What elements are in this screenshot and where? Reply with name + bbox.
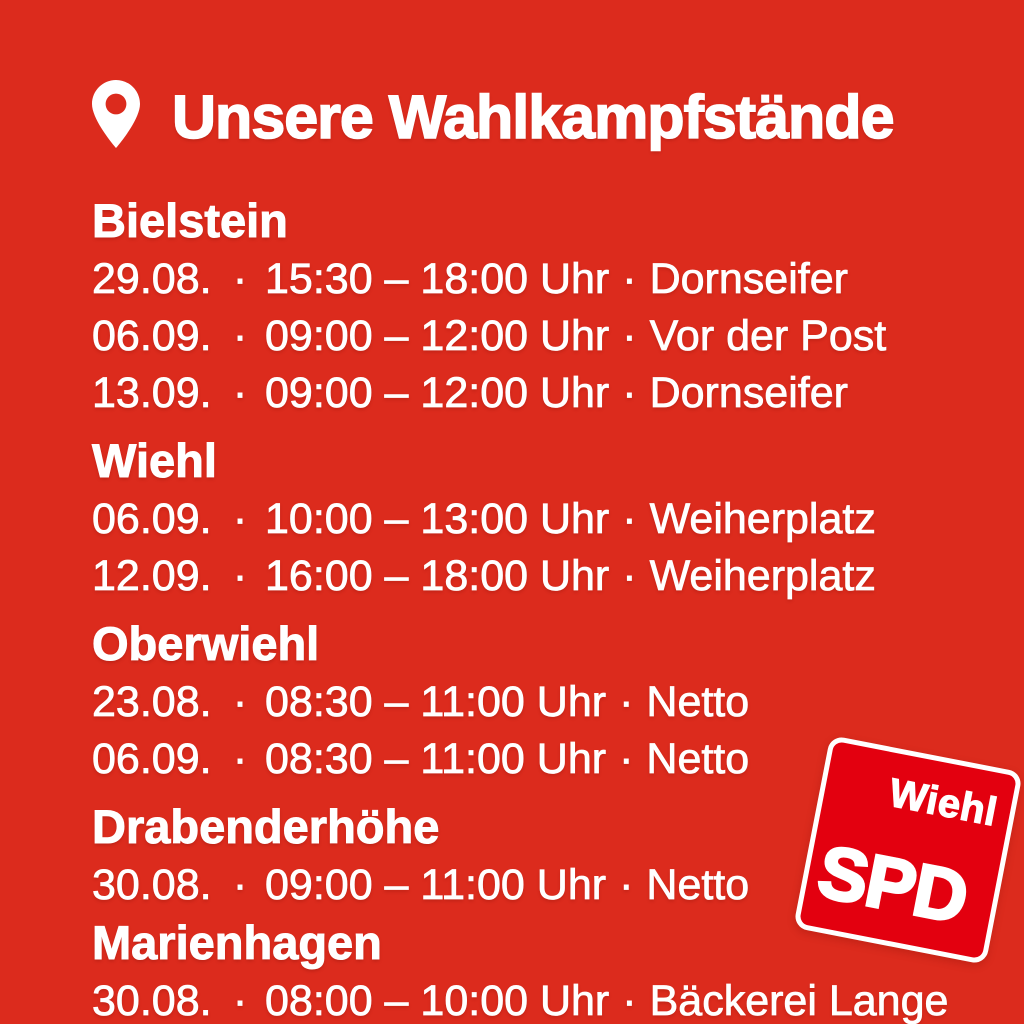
event-location: Netto	[646, 735, 750, 784]
event-date: 06.09.	[92, 735, 212, 784]
event-location: Bäckerei Lange	[649, 977, 949, 1024]
event-time: 08:30 – 11:00 Uhr	[265, 678, 607, 727]
separator-dot: ·	[232, 255, 248, 304]
poster-title: Unsere Wahlkampfstände	[171, 82, 895, 152]
section-name: Oberwiehl	[92, 617, 320, 671]
separator-dot: ·	[232, 552, 248, 601]
event-location: Weiherplatz	[649, 495, 876, 544]
event-time: 09:00 – 12:00 Uhr	[265, 312, 610, 361]
separator-dot: ·	[232, 495, 248, 544]
event-location: Dornseifer	[649, 255, 848, 304]
event-time: 08:00 – 10:00 Uhr	[265, 977, 610, 1024]
event-time: 09:00 – 12:00 Uhr	[265, 369, 610, 418]
separator-dot: ·	[622, 552, 637, 601]
separator-dot: ·	[622, 369, 637, 418]
spd-logo: Wiehl SPD	[793, 735, 1023, 965]
event-date: 06.09.	[92, 495, 212, 544]
logo-region-label: Wiehl	[885, 770, 1001, 835]
section-events: 30.08. · 09:00 – 11:00 Uhr · Netto	[92, 857, 994, 914]
event-row: 30.08. · 08:00 – 10:00 Uhr · Bäckerei La…	[92, 973, 994, 1024]
event-location: Vor der Post	[649, 312, 887, 361]
section-events: 29.08. · 15:30 – 18:00 Uhr · Dornseifer …	[92, 251, 994, 422]
section-events: 06.09. · 10:00 – 13:00 Uhr · Weiherplatz…	[92, 491, 994, 605]
event-row: 06.09. · 10:00 – 13:00 Uhr · Weiherplatz	[92, 491, 994, 548]
section-name: Marienhagen	[92, 916, 383, 970]
event-location: Dornseifer	[649, 369, 848, 418]
event-row: 13.09. · 09:00 – 12:00 Uhr · Dornseifer	[92, 365, 994, 422]
event-row: 06.09. · 09:00 – 12:00 Uhr · Vor der Pos…	[92, 308, 994, 365]
event-date: 23.08.	[92, 678, 212, 727]
event-time: 15:30 – 18:00 Uhr	[265, 255, 610, 304]
event-date: 29.08.	[92, 255, 212, 304]
separator-dot: ·	[622, 312, 637, 361]
section: Bielstein 29.08. · 15:30 – 18:00 Uhr · D…	[92, 192, 994, 422]
separator-dot: ·	[619, 861, 634, 910]
event-row: 29.08. · 15:30 – 18:00 Uhr · Dornseifer	[92, 251, 994, 308]
event-date: 30.08.	[92, 977, 212, 1024]
event-date: 12.09.	[92, 552, 212, 601]
separator-dot: ·	[232, 312, 248, 361]
separator-dot: ·	[619, 678, 634, 727]
event-row: 06.09. · 08:30 – 11:00 Uhr · Netto	[92, 731, 994, 788]
separator-dot: ·	[622, 495, 637, 544]
separator-dot: ·	[622, 255, 637, 304]
separator-dot: ·	[619, 735, 634, 784]
event-time: 16:00 – 18:00 Uhr	[265, 552, 610, 601]
header: Unsere Wahlkampfstände	[92, 80, 895, 153]
event-location: Netto	[646, 861, 750, 910]
section: Oberwiehl 23.08. · 08:30 – 11:00 Uhr · N…	[92, 615, 994, 788]
event-row: 30.08. · 09:00 – 11:00 Uhr · Netto	[92, 857, 994, 914]
event-date: 06.09.	[92, 312, 212, 361]
section-events: 30.08. · 08:00 – 10:00 Uhr · Bäckerei La…	[92, 973, 994, 1024]
section: Marienhagen 30.08. · 08:00 – 10:00 Uhr ·…	[92, 914, 994, 1024]
separator-dot: ·	[232, 678, 248, 727]
separator-dot: ·	[232, 861, 248, 910]
event-row: 12.09. · 16:00 – 18:00 Uhr · Weiherplatz	[92, 548, 994, 605]
separator-dot: ·	[232, 369, 248, 418]
section-name: Drabenderhöhe	[92, 800, 440, 854]
event-location: Netto	[646, 678, 750, 727]
separator-dot: ·	[232, 977, 248, 1024]
event-location: Weiherplatz	[649, 552, 876, 601]
section-name: Wiehl	[92, 434, 218, 488]
section: Wiehl 06.09. · 10:00 – 13:00 Uhr · Weihe…	[92, 432, 994, 605]
event-date: 13.09.	[92, 369, 212, 418]
separator-dot: ·	[622, 977, 637, 1024]
section-name: Bielstein	[92, 194, 289, 248]
event-time: 08:30 – 11:00 Uhr	[265, 735, 607, 784]
location-pin-icon	[92, 80, 140, 153]
section: Drabenderhöhe 30.08. · 09:00 – 11:00 Uhr…	[92, 798, 994, 914]
event-time: 09:00 – 11:00 Uhr	[265, 861, 607, 910]
separator-dot: ·	[232, 735, 248, 784]
logo-party-label: SPD	[810, 828, 975, 941]
schedule: Bielstein 29.08. · 15:30 – 18:00 Uhr · D…	[92, 192, 994, 1024]
section-events: 23.08. · 08:30 – 11:00 Uhr · Netto 06.09…	[92, 674, 994, 788]
event-date: 30.08.	[92, 861, 212, 910]
event-time: 10:00 – 13:00 Uhr	[265, 495, 610, 544]
event-row: 23.08. · 08:30 – 11:00 Uhr · Netto	[92, 674, 994, 731]
